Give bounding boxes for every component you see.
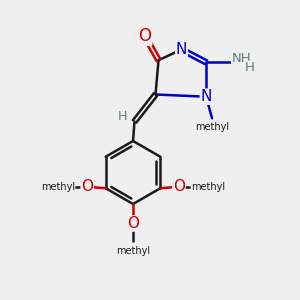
Text: methyl: methyl (191, 182, 225, 192)
Text: N: N (176, 42, 187, 57)
Text: O: O (139, 27, 152, 45)
Text: N: N (200, 89, 212, 104)
Text: methyl: methyl (196, 122, 230, 132)
Text: O: O (81, 179, 93, 194)
Text: NH: NH (232, 52, 251, 65)
Text: H: H (118, 110, 127, 123)
Text: H: H (245, 61, 255, 74)
Text: methyl: methyl (116, 245, 150, 256)
Text: O: O (173, 179, 185, 194)
Text: methyl: methyl (41, 182, 75, 192)
Text: O: O (127, 216, 139, 231)
